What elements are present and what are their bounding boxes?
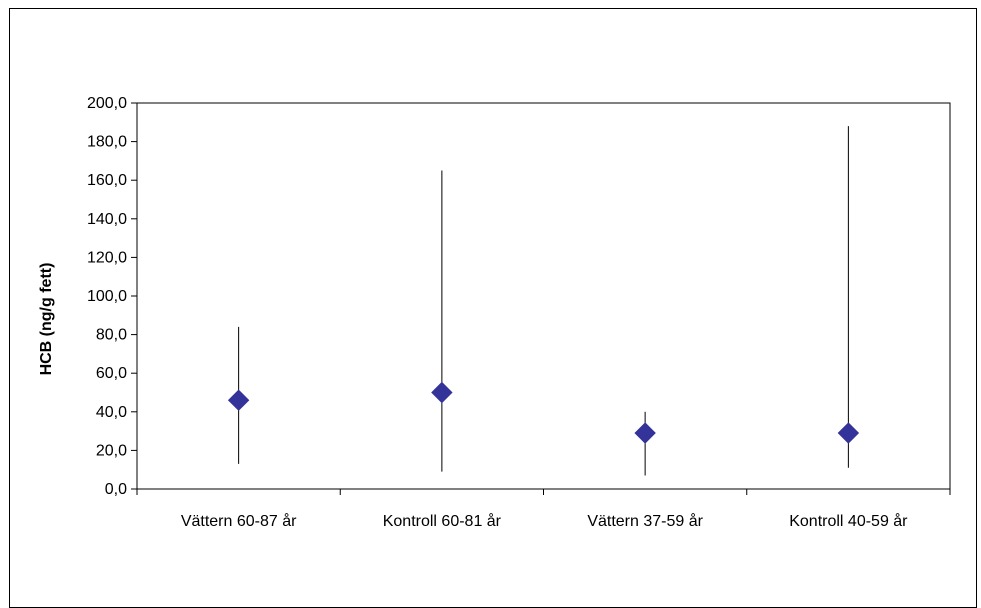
x-tick-label: Kontroll 60-81 år (383, 512, 502, 530)
data-point-diamond (227, 389, 250, 411)
y-tick-label: 200,0 (87, 95, 127, 112)
y-tick-label: 140,0 (87, 211, 127, 228)
y-tick-label: 20,0 (96, 442, 127, 459)
y-tick-label: 100,0 (87, 288, 127, 305)
data-point-diamond (837, 422, 860, 444)
plot-area-border (136, 102, 951, 490)
y-tick-label: 120,0 (87, 249, 127, 266)
y-tick-label: 40,0 (96, 404, 127, 421)
y-tick-label: 80,0 (96, 327, 127, 344)
y-tick-label: 160,0 (87, 172, 127, 189)
y-tick-label: 180,0 (87, 134, 127, 151)
y-tick-label: 0,0 (105, 481, 127, 498)
x-tick-label: Vättern 60-87 år (181, 512, 297, 530)
y-axis-title: HCB (ng/g fett) (38, 263, 55, 376)
x-tick-label: Vättern 37-59 år (587, 512, 703, 530)
y-tick-label: 60,0 (96, 365, 127, 382)
x-tick-label: Kontroll 40-59 år (789, 512, 908, 530)
data-point-diamond (431, 381, 453, 404)
data-point-diamond (634, 422, 656, 444)
